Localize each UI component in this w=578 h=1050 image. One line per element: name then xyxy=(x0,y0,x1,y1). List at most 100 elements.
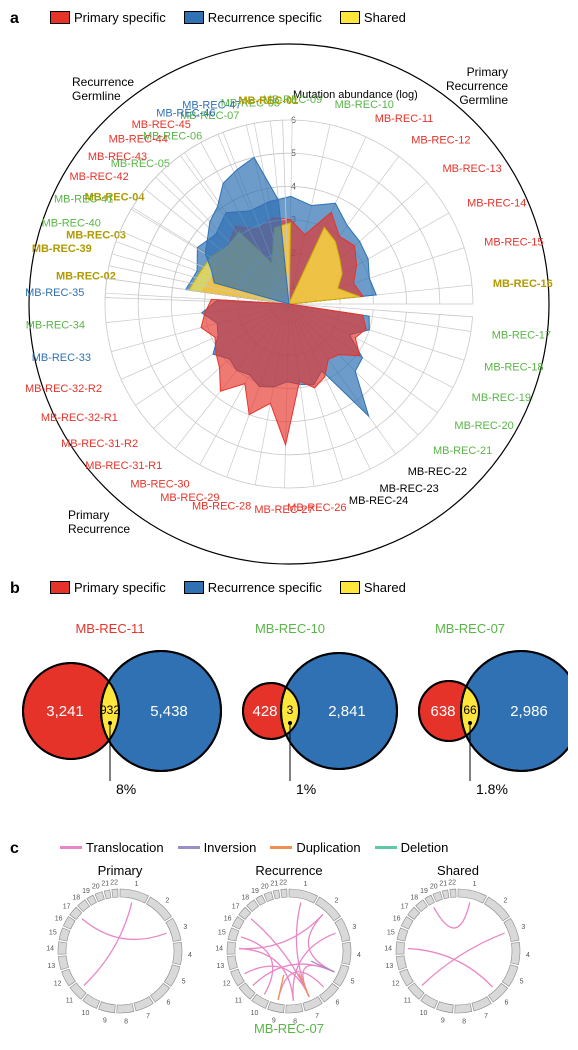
sample-label: MB-REC-47 xyxy=(182,100,241,112)
venn-title: MB-REC-07 xyxy=(435,621,505,636)
legend-label: Shared xyxy=(364,10,406,25)
chrom-label: 4 xyxy=(188,952,192,959)
chrom-label: 21 xyxy=(439,881,447,888)
sample-label: MB-REC-24 xyxy=(349,495,408,507)
panel-c-label: c xyxy=(10,840,19,858)
sample-label: MB-REC-33 xyxy=(32,352,91,364)
chrom-label: 2 xyxy=(504,898,508,905)
chrom-label: 7 xyxy=(146,1013,150,1020)
sv-arc xyxy=(251,919,309,997)
chrom-label: 17 xyxy=(63,904,71,911)
chrom-label: 10 xyxy=(251,1010,259,1017)
sv-arc xyxy=(312,961,335,971)
sample-label: MB-REC-18 xyxy=(484,362,543,374)
sample-label: MB-REC-16 xyxy=(493,278,553,290)
sample-label: MB-REC-41 xyxy=(54,193,113,205)
sample-label: MB-REC-02 xyxy=(56,271,116,283)
chrom-label: 22 xyxy=(110,879,118,886)
chrom-label: 12 xyxy=(392,981,400,988)
sample-label: MB-REC-42 xyxy=(69,171,128,183)
legend-item: Primary specific xyxy=(50,580,166,595)
sample-label: MB-REC-19 xyxy=(472,392,531,404)
chrom-label: 1 xyxy=(304,881,308,888)
sv-arc xyxy=(84,902,132,985)
chrom-label: 18 xyxy=(72,894,80,901)
chrom-label: 3 xyxy=(183,924,187,931)
venn-left-value: 638 xyxy=(430,703,455,720)
sv-arc xyxy=(408,949,493,987)
venn-mid-value: 932 xyxy=(100,703,120,717)
sample-label: MB-REC-10 xyxy=(335,99,394,111)
legend-item: Deletion xyxy=(375,840,449,855)
legend-swatch xyxy=(184,11,204,24)
chrom-label: 10 xyxy=(82,1010,90,1017)
chrom-label: 13 xyxy=(216,963,224,970)
chrom-label: 14 xyxy=(215,946,223,953)
chrom-label: 18 xyxy=(241,894,249,901)
legend-label: Inversion xyxy=(204,840,257,855)
venn-title: MB-REC-11 xyxy=(75,621,144,636)
sample-label: MB-REC-34 xyxy=(26,320,85,332)
legend-item: Shared xyxy=(340,580,406,595)
venn-mid-value: 66 xyxy=(463,703,477,717)
chrom-label: 15 xyxy=(387,929,395,936)
panel-b-legend: Primary specific Recurrence specific Share… xyxy=(50,580,568,595)
sv-arc xyxy=(422,933,505,985)
venn-right-value: 5,438 xyxy=(150,703,188,720)
sv-arc xyxy=(278,972,324,1000)
chrom-label: 19 xyxy=(82,888,90,895)
chrom-label: 17 xyxy=(401,904,409,911)
venn-pct: 1.8% xyxy=(476,781,508,797)
chrom-label: 12 xyxy=(54,981,62,988)
venn: MB-REC-076382,986661.8% xyxy=(419,621,568,797)
panel-c: c TranslocationInversionDuplicationDelet… xyxy=(10,840,568,1040)
sample-label: MB-REC-44 xyxy=(109,134,168,146)
chrom-label: 20 xyxy=(92,883,100,890)
corner-top-left: RecurrenceGermline xyxy=(72,75,134,103)
chrom-label: 18 xyxy=(410,894,418,901)
venn-left-value: 428 xyxy=(252,703,277,720)
panel-a: a Primary specificRecurrence specificSha… xyxy=(10,10,568,570)
panel-c-legend: TranslocationInversionDuplicationDeletio… xyxy=(60,840,568,855)
legend-swatch xyxy=(184,581,204,594)
circos-plots: Primary123456789101112131415161718192021… xyxy=(10,861,568,1036)
sample-label: MB-REC-21 xyxy=(433,445,492,457)
legend-item: Recurrence specific xyxy=(184,10,322,25)
chrom-label: 3 xyxy=(521,924,525,931)
panel-a-legend: Primary specificRecurrence specificShare… xyxy=(50,10,568,25)
chrom-label: 9 xyxy=(441,1017,445,1024)
chrom-label: 15 xyxy=(49,929,57,936)
legend-label: Deletion xyxy=(401,840,449,855)
chrom-label: 3 xyxy=(352,924,356,931)
sample-label: MB-REC-13 xyxy=(442,163,501,175)
chrom-label: 15 xyxy=(218,929,226,936)
legend-label: Recurrence specific xyxy=(208,580,322,595)
sample-label: MB-REC-15 xyxy=(484,236,543,248)
sample-label: MB-REC-29 xyxy=(160,492,219,504)
sample-label: MB-REC-27 xyxy=(254,504,313,516)
sample-label: MB-REC-03 xyxy=(66,230,126,242)
chrom-label: 6 xyxy=(167,999,171,1006)
chrom-label: 16 xyxy=(224,915,232,922)
sv-arc xyxy=(299,974,309,997)
sv-arc xyxy=(82,919,167,940)
chrom-label: 4 xyxy=(357,952,361,959)
sv-arc xyxy=(278,975,283,999)
sample-label: MB-REC-35 xyxy=(25,287,84,299)
chrom-label: 6 xyxy=(336,999,340,1006)
chrom-label: 1 xyxy=(135,881,139,888)
sample-label: MB-REC-12 xyxy=(411,134,470,146)
chrom-label: 2 xyxy=(335,898,339,905)
chrom-label: 16 xyxy=(393,915,401,922)
legend-label: Recurrence specific xyxy=(208,10,322,25)
venn: MB-REC-104282,84131% xyxy=(243,621,397,797)
circos-title: Primary xyxy=(98,863,143,878)
chrom-label: 12 xyxy=(223,981,231,988)
circos: 12345678910111213141516171819202122 xyxy=(46,879,192,1025)
chrom-label: 22 xyxy=(279,879,287,886)
venn-pct: 1% xyxy=(296,781,316,797)
sample-label: MB-REC-11 xyxy=(375,113,433,125)
legend-swatch xyxy=(178,846,200,849)
venn-right-value: 2,841 xyxy=(328,703,366,720)
chrom-label: 20 xyxy=(430,883,438,890)
